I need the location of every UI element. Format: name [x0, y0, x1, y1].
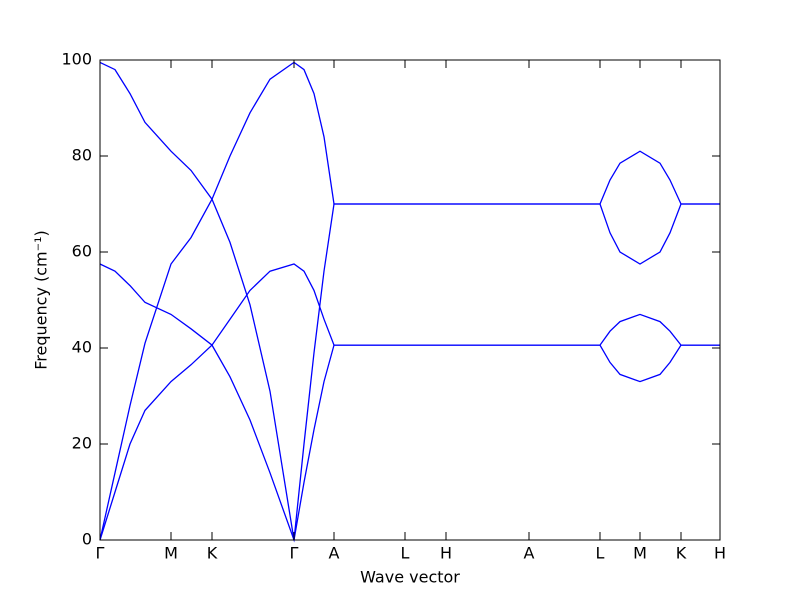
band-line [99, 61, 720, 541]
x-tick-label: A [524, 544, 535, 563]
x-tick-label: K [676, 544, 687, 563]
y-tick-label: 80 [72, 146, 92, 165]
x-tick-label: L [596, 544, 605, 563]
x-tick-label: L [401, 544, 410, 563]
band-line [99, 61, 720, 541]
x-tick-label: Γ [96, 544, 105, 563]
band-line [99, 263, 720, 541]
x-tick-label: H [714, 544, 726, 563]
band-line [99, 263, 720, 543]
y-tick-label: 40 [72, 338, 92, 357]
y-tick-label: 100 [61, 50, 92, 69]
y-axis-label: Frequency (cm⁻¹) [32, 230, 51, 369]
x-tick-label: H [440, 544, 452, 563]
y-tick-label: 20 [72, 434, 92, 453]
x-tick-label: M [164, 544, 178, 563]
y-tick-label: 0 [82, 530, 92, 549]
y-tick-label: 60 [72, 242, 92, 261]
x-tick-label: M [633, 544, 647, 563]
x-tick-label: A [329, 544, 340, 563]
plot-frame [99, 59, 721, 541]
x-tick-label: K [207, 544, 218, 563]
x-tick-label: Γ [290, 544, 299, 563]
x-axis-label: Wave vector [360, 568, 460, 587]
